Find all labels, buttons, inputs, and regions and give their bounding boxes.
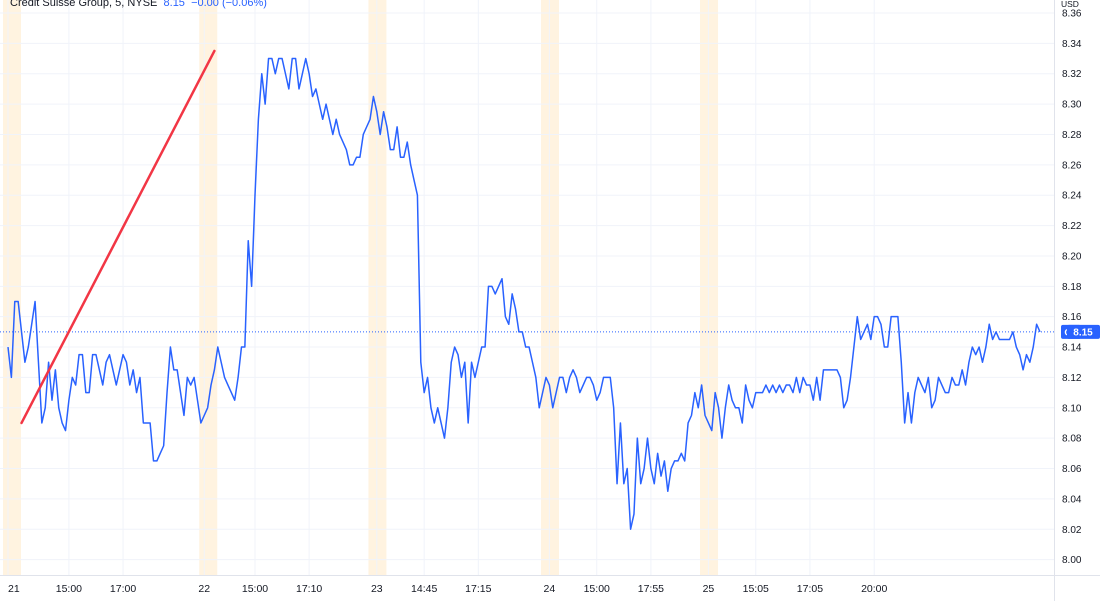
y-tick-label: 8.12 <box>1062 373 1082 384</box>
x-tick-label: 23 <box>371 583 383 595</box>
x-tick-label: 20:00 <box>861 583 887 595</box>
y-tick-label: 8.30 <box>1062 100 1082 111</box>
y-tick-label: 8.24 <box>1062 191 1082 202</box>
last-price-label-text: 8.15 <box>1073 327 1093 338</box>
x-tick-label: 15:00 <box>242 583 268 595</box>
session-break-band <box>700 0 719 575</box>
session-break-band <box>368 0 387 575</box>
legend-sep-1: , <box>109 0 116 9</box>
session-break-band <box>540 0 559 575</box>
x-tick-label: 24 <box>544 583 556 595</box>
y-tick-label: 8.32 <box>1062 69 1082 80</box>
y-tick-label: 8.00 <box>1062 555 1082 566</box>
y-tick-label: 8.36 <box>1062 9 1082 20</box>
session-break-band <box>3 0 21 575</box>
y-tick-label: 8.16 <box>1062 312 1082 323</box>
y-tick-label: 8.18 <box>1062 282 1082 293</box>
y-tick-label: 8.34 <box>1062 39 1082 50</box>
x-tick-label: 17:15 <box>465 583 491 595</box>
x-tick-label: 25 <box>703 583 715 595</box>
x-tick-label: 14:45 <box>411 583 437 595</box>
legend-exchange: NYSE <box>127 0 158 9</box>
currency-label: USD <box>1061 0 1079 9</box>
y-tick-label: 8.20 <box>1062 251 1082 262</box>
x-tick-label: 21 <box>8 583 20 595</box>
legend-sep-2: , <box>121 0 128 9</box>
x-tick-label: 17:05 <box>797 583 823 595</box>
y-tick-label: 8.28 <box>1062 130 1082 141</box>
x-tick-label: 15:00 <box>584 583 610 595</box>
trend-line[interactable] <box>20 49 216 425</box>
y-tick-label: 8.10 <box>1062 403 1082 414</box>
legend-change: −0.00 (−0.06%) <box>191 0 267 9</box>
y-tick-label: 8.02 <box>1062 525 1082 536</box>
x-tick-label: 15:05 <box>743 583 769 595</box>
y-tick-label: 8.04 <box>1062 494 1082 505</box>
price-series-line[interactable] <box>7 57 1041 531</box>
x-tick-label: 22 <box>198 583 210 595</box>
legend-symbol: Credit Suisse Group <box>10 0 110 9</box>
y-tick-label: 8.08 <box>1062 434 1082 445</box>
y-tick-label: 8.26 <box>1062 160 1082 171</box>
legend-last-price: 8.15 <box>163 0 185 9</box>
last-price-label-bg <box>1067 324 1100 339</box>
y-tick-label: 8.14 <box>1062 343 1082 354</box>
chart-legend[interactable]: Credit Suisse Group, 5, NYSE 8.15 −0.00 … <box>10 0 267 9</box>
legend-interval: 5 <box>115 0 122 9</box>
x-tick-label: 17:55 <box>638 583 664 595</box>
last-price-label: 8.15 <box>1067 324 1100 339</box>
x-tick-label: 17:00 <box>110 583 136 595</box>
y-tick-label: 8.06 <box>1062 464 1082 475</box>
y-tick-label: 8.22 <box>1062 221 1082 232</box>
x-tick-label: 15:00 <box>56 583 82 595</box>
session-break-band <box>199 0 218 575</box>
x-tick-label: 17:10 <box>296 583 322 595</box>
